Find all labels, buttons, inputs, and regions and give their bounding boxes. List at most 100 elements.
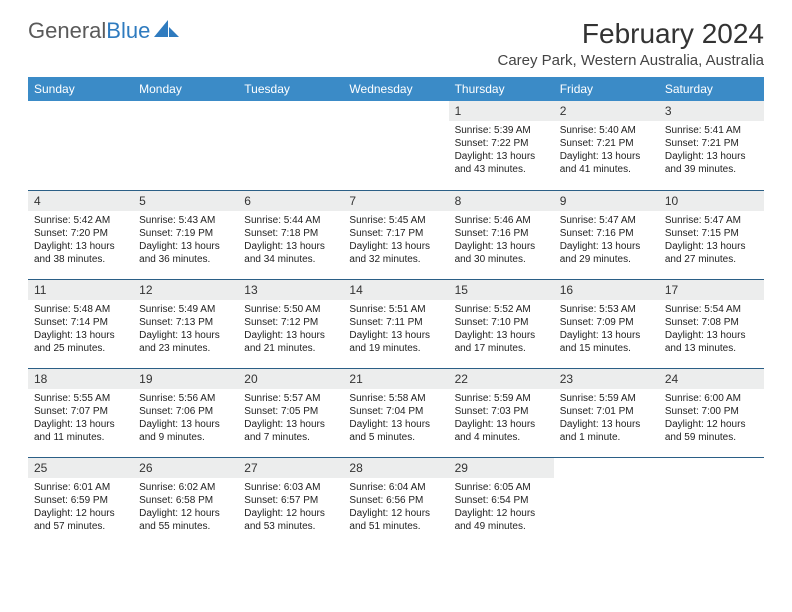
calendar-day-cell: 9Sunrise: 5:47 AMSunset: 7:16 PMDaylight…: [554, 190, 659, 279]
calendar-day-cell: 24Sunrise: 6:00 AMSunset: 7:00 PMDayligh…: [659, 368, 764, 457]
calendar-week-row: 18Sunrise: 5:55 AMSunset: 7:07 PMDayligh…: [28, 368, 764, 457]
sunrise-text: Sunrise: 5:54 AM: [665, 303, 758, 316]
day-number: 16: [554, 280, 659, 300]
sunrise-text: Sunrise: 6:03 AM: [244, 481, 337, 494]
day-number: 21: [343, 369, 448, 389]
calendar-day-cell: 20Sunrise: 5:57 AMSunset: 7:05 PMDayligh…: [238, 368, 343, 457]
day-number: 18: [28, 369, 133, 389]
sunrise-text: Sunrise: 5:49 AM: [139, 303, 232, 316]
day-number: 4: [28, 191, 133, 211]
calendar-day-cell: 4Sunrise: 5:42 AMSunset: 7:20 PMDaylight…: [28, 190, 133, 279]
day-details: Sunrise: 5:57 AMSunset: 7:05 PMDaylight:…: [238, 389, 343, 448]
day-details: Sunrise: 5:39 AMSunset: 7:22 PMDaylight:…: [449, 121, 554, 180]
calendar-week-row: 1Sunrise: 5:39 AMSunset: 7:22 PMDaylight…: [28, 101, 764, 190]
sunrise-text: Sunrise: 5:46 AM: [455, 214, 548, 227]
calendar-day-cell: 11Sunrise: 5:48 AMSunset: 7:14 PMDayligh…: [28, 279, 133, 368]
daylight-text: Daylight: 13 hours and 7 minutes.: [244, 418, 337, 444]
logo-text-general: General: [28, 18, 106, 44]
calendar-day-cell: [133, 101, 238, 190]
sunrise-text: Sunrise: 5:59 AM: [455, 392, 548, 405]
day-number: 20: [238, 369, 343, 389]
calendar-day-cell: [28, 101, 133, 190]
day-details: Sunrise: 6:04 AMSunset: 6:56 PMDaylight:…: [343, 478, 448, 537]
day-header: Friday: [554, 77, 659, 101]
daylight-text: Daylight: 12 hours and 57 minutes.: [34, 507, 127, 533]
sunrise-text: Sunrise: 5:57 AM: [244, 392, 337, 405]
daylight-text: Daylight: 13 hours and 38 minutes.: [34, 240, 127, 266]
header: GeneralBlue February 2024 Carey Park, We…: [28, 18, 764, 69]
sunrise-text: Sunrise: 5:44 AM: [244, 214, 337, 227]
day-number: 12: [133, 280, 238, 300]
day-number: 5: [133, 191, 238, 211]
sunset-text: Sunset: 7:19 PM: [139, 227, 232, 240]
sunrise-text: Sunrise: 6:00 AM: [665, 392, 758, 405]
day-number: 23: [554, 369, 659, 389]
calendar-day-cell: 23Sunrise: 5:59 AMSunset: 7:01 PMDayligh…: [554, 368, 659, 457]
daylight-text: Daylight: 13 hours and 27 minutes.: [665, 240, 758, 266]
sunset-text: Sunset: 7:10 PM: [455, 316, 548, 329]
sunset-text: Sunset: 7:07 PM: [34, 405, 127, 418]
sunset-text: Sunset: 7:18 PM: [244, 227, 337, 240]
daylight-text: Daylight: 13 hours and 4 minutes.: [455, 418, 548, 444]
calendar-day-cell: 6Sunrise: 5:44 AMSunset: 7:18 PMDaylight…: [238, 190, 343, 279]
daylight-text: Daylight: 12 hours and 49 minutes.: [455, 507, 548, 533]
daylight-text: Daylight: 12 hours and 53 minutes.: [244, 507, 337, 533]
day-details: Sunrise: 5:44 AMSunset: 7:18 PMDaylight:…: [238, 211, 343, 270]
day-details: Sunrise: 5:47 AMSunset: 7:16 PMDaylight:…: [554, 211, 659, 270]
day-details: Sunrise: 5:41 AMSunset: 7:21 PMDaylight:…: [659, 121, 764, 180]
day-details: Sunrise: 5:42 AMSunset: 7:20 PMDaylight:…: [28, 211, 133, 270]
calendar-day-cell: 13Sunrise: 5:50 AMSunset: 7:12 PMDayligh…: [238, 279, 343, 368]
sunrise-text: Sunrise: 5:48 AM: [34, 303, 127, 316]
day-details: Sunrise: 5:52 AMSunset: 7:10 PMDaylight:…: [449, 300, 554, 359]
day-details: Sunrise: 5:59 AMSunset: 7:01 PMDaylight:…: [554, 389, 659, 448]
calendar-day-cell: 18Sunrise: 5:55 AMSunset: 7:07 PMDayligh…: [28, 368, 133, 457]
brand-logo: GeneralBlue: [28, 18, 180, 44]
daylight-text: Daylight: 13 hours and 25 minutes.: [34, 329, 127, 355]
sunset-text: Sunset: 7:08 PM: [665, 316, 758, 329]
daylight-text: Daylight: 12 hours and 55 minutes.: [139, 507, 232, 533]
daylight-text: Daylight: 13 hours and 39 minutes.: [665, 150, 758, 176]
calendar-day-cell: 12Sunrise: 5:49 AMSunset: 7:13 PMDayligh…: [133, 279, 238, 368]
sunset-text: Sunset: 7:01 PM: [560, 405, 653, 418]
calendar-day-cell: 21Sunrise: 5:58 AMSunset: 7:04 PMDayligh…: [343, 368, 448, 457]
sunrise-text: Sunrise: 5:39 AM: [455, 124, 548, 137]
sunrise-text: Sunrise: 5:52 AM: [455, 303, 548, 316]
day-number: 10: [659, 191, 764, 211]
day-number: 1: [449, 101, 554, 121]
daylight-text: Daylight: 13 hours and 5 minutes.: [349, 418, 442, 444]
sunset-text: Sunset: 6:59 PM: [34, 494, 127, 507]
day-number: 14: [343, 280, 448, 300]
day-header: Monday: [133, 77, 238, 101]
daylight-text: Daylight: 13 hours and 34 minutes.: [244, 240, 337, 266]
day-number: 26: [133, 458, 238, 478]
sunset-text: Sunset: 6:54 PM: [455, 494, 548, 507]
sunset-text: Sunset: 7:16 PM: [560, 227, 653, 240]
sunrise-text: Sunrise: 6:01 AM: [34, 481, 127, 494]
calendar-day-cell: 22Sunrise: 5:59 AMSunset: 7:03 PMDayligh…: [449, 368, 554, 457]
day-header-row: SundayMondayTuesdayWednesdayThursdayFrid…: [28, 77, 764, 101]
sunrise-text: Sunrise: 5:51 AM: [349, 303, 442, 316]
calendar-day-cell: 1Sunrise: 5:39 AMSunset: 7:22 PMDaylight…: [449, 101, 554, 190]
daylight-text: Daylight: 12 hours and 59 minutes.: [665, 418, 758, 444]
sunrise-text: Sunrise: 6:04 AM: [349, 481, 442, 494]
day-details: Sunrise: 5:50 AMSunset: 7:12 PMDaylight:…: [238, 300, 343, 359]
daylight-text: Daylight: 13 hours and 15 minutes.: [560, 329, 653, 355]
day-header: Thursday: [449, 77, 554, 101]
sunrise-text: Sunrise: 5:41 AM: [665, 124, 758, 137]
calendar-day-cell: 25Sunrise: 6:01 AMSunset: 6:59 PMDayligh…: [28, 457, 133, 546]
day-header: Saturday: [659, 77, 764, 101]
daylight-text: Daylight: 13 hours and 32 minutes.: [349, 240, 442, 266]
sunrise-text: Sunrise: 5:40 AM: [560, 124, 653, 137]
sunrise-text: Sunrise: 6:02 AM: [139, 481, 232, 494]
calendar-week-row: 11Sunrise: 5:48 AMSunset: 7:14 PMDayligh…: [28, 279, 764, 368]
daylight-text: Daylight: 13 hours and 19 minutes.: [349, 329, 442, 355]
day-number: 9: [554, 191, 659, 211]
sunset-text: Sunset: 7:14 PM: [34, 316, 127, 329]
sunset-text: Sunset: 7:06 PM: [139, 405, 232, 418]
location-subtitle: Carey Park, Western Australia, Australia: [498, 52, 765, 69]
sunset-text: Sunset: 7:20 PM: [34, 227, 127, 240]
sunrise-text: Sunrise: 5:42 AM: [34, 214, 127, 227]
sunset-text: Sunset: 7:03 PM: [455, 405, 548, 418]
sunset-text: Sunset: 7:11 PM: [349, 316, 442, 329]
sunset-text: Sunset: 7:12 PM: [244, 316, 337, 329]
